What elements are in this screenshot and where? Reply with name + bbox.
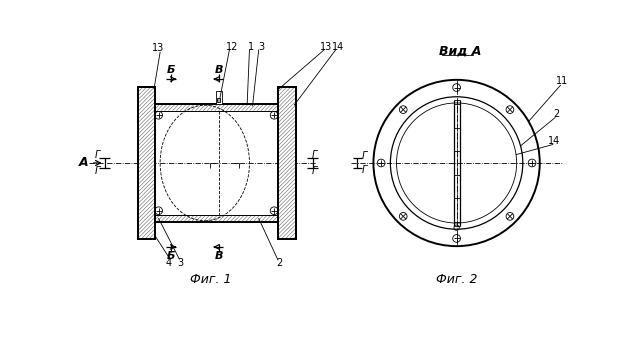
Bar [216, 91, 221, 104]
Bar [155, 104, 278, 222]
Text: 4: 4 [166, 258, 172, 268]
Bar [278, 87, 296, 239]
Text: Г: Г [312, 166, 317, 176]
Text: 2: 2 [276, 258, 283, 268]
Text: А: А [79, 156, 88, 169]
Text: Г: Г [362, 151, 367, 161]
Text: Фиг. 2: Фиг. 2 [436, 273, 477, 286]
Text: 3: 3 [258, 42, 264, 52]
Bar [155, 104, 278, 112]
Text: 13: 13 [152, 43, 164, 53]
Text: Г: Г [95, 166, 100, 176]
Text: Б: Б [166, 251, 175, 261]
Bar [155, 215, 278, 222]
Text: 3: 3 [177, 258, 183, 268]
Text: Г: Г [95, 150, 100, 160]
Text: Г: Г [362, 165, 367, 175]
Text: 2: 2 [554, 109, 560, 119]
Bar [217, 98, 220, 102]
Text: 12: 12 [227, 42, 239, 52]
Text: 11: 11 [556, 76, 568, 87]
Text: Б: Б [166, 65, 175, 75]
Bar [278, 87, 296, 239]
Text: 14: 14 [548, 136, 561, 146]
Text: Фиг. 1: Фиг. 1 [190, 273, 232, 286]
Bar [138, 87, 155, 239]
Bar [138, 87, 155, 239]
Text: 13: 13 [319, 42, 332, 52]
Text: В: В [214, 65, 223, 75]
Text: В: В [214, 251, 223, 261]
Text: 14: 14 [332, 42, 344, 52]
Text: 1: 1 [248, 42, 254, 52]
Text: Вид А: Вид А [439, 45, 482, 58]
Text: Г: Г [312, 150, 317, 160]
